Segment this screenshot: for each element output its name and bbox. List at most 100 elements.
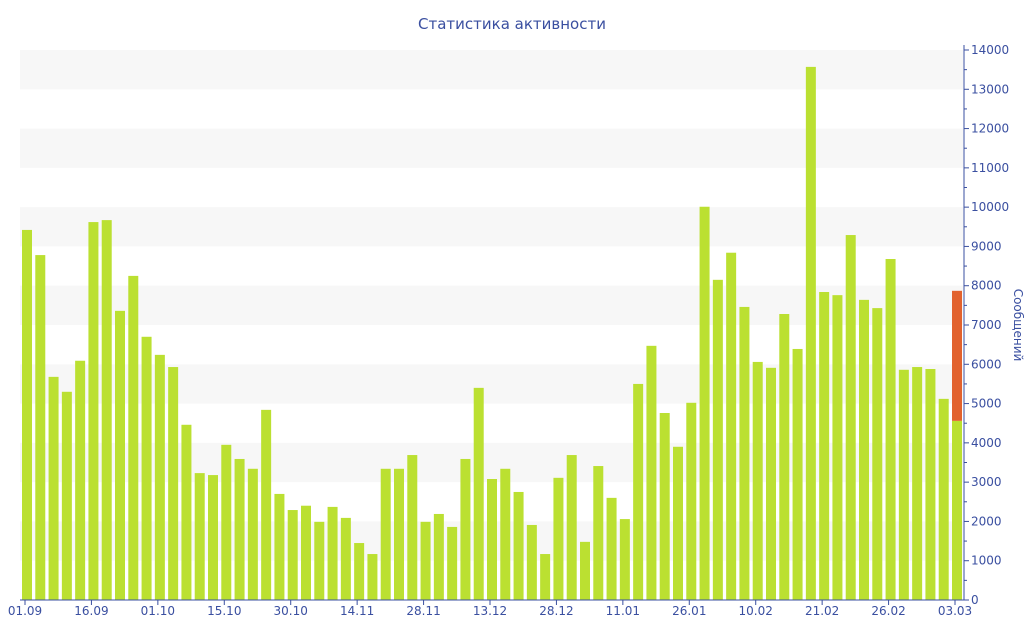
chart-title: Статистика активности xyxy=(418,15,606,33)
bar xyxy=(859,299,869,600)
x-tick-label: 28.12 xyxy=(539,604,573,618)
bar xyxy=(48,376,59,600)
bar xyxy=(606,497,617,600)
x-axis: 01.09 16.09 01.10 15.10 30.10 14.11 28.11 13.12… xyxy=(8,599,972,618)
bar xyxy=(580,541,590,600)
grid-band xyxy=(20,207,963,247)
bar xyxy=(380,468,391,600)
x-tick-label: 01.10 xyxy=(141,604,175,618)
bar xyxy=(845,235,856,601)
x-tick-label: 16.09 xyxy=(74,604,108,618)
bar xyxy=(221,444,232,600)
bar xyxy=(22,229,32,600)
bar xyxy=(912,367,923,600)
bar xyxy=(633,383,644,600)
x-tick-label: 21.02 xyxy=(805,604,839,618)
bars xyxy=(22,66,962,601)
y-tick-label: 13000 xyxy=(971,82,1009,96)
bar xyxy=(340,517,351,600)
bar xyxy=(819,292,830,600)
bar xyxy=(128,275,139,600)
bar xyxy=(686,402,697,600)
bar xyxy=(234,458,245,600)
y-tick-label: 8000 xyxy=(971,279,1002,293)
bar xyxy=(88,222,99,601)
bar xyxy=(261,409,272,600)
bar xyxy=(168,367,179,600)
bar xyxy=(327,506,338,600)
bar xyxy=(805,66,816,600)
bar xyxy=(141,336,152,600)
x-tick-label: 11.01 xyxy=(606,604,640,618)
grid-band xyxy=(20,128,963,168)
grid-band xyxy=(20,285,963,325)
bar xyxy=(247,468,258,600)
bar xyxy=(181,424,192,600)
bar xyxy=(407,455,418,600)
bar xyxy=(75,360,86,600)
y-tick-label: 1000 xyxy=(971,554,1002,568)
bar xyxy=(154,354,165,600)
x-tick-label: 14.11 xyxy=(340,604,374,618)
y-tick-label: 12000 xyxy=(971,122,1009,136)
y-tick-label: 0 xyxy=(971,593,979,607)
bar xyxy=(885,259,896,600)
bar xyxy=(673,446,683,600)
x-tick-label: 13.12 xyxy=(473,604,507,618)
y-tick-label: 14000 xyxy=(971,43,1009,57)
y-tick-label: 2000 xyxy=(971,514,1002,528)
x-tick-label: 01.09 xyxy=(8,604,42,618)
y-tick-label: 10000 xyxy=(971,200,1009,214)
bar xyxy=(194,473,205,600)
x-tick-label: 26.01 xyxy=(672,604,706,618)
bar xyxy=(832,295,843,600)
bar xyxy=(208,475,218,600)
bar xyxy=(420,521,431,600)
bar xyxy=(287,510,298,600)
bar xyxy=(952,420,962,600)
y-tick-label: 9000 xyxy=(971,239,1002,253)
x-tick-label: 03.03 xyxy=(938,604,972,618)
bar xyxy=(593,466,604,600)
x-tick-label: 28.11 xyxy=(406,604,440,618)
y-tick-label: 6000 xyxy=(971,357,1002,371)
y-tick-label: 5000 xyxy=(971,397,1002,411)
grid-band xyxy=(20,50,963,90)
bar xyxy=(115,310,125,600)
bar xyxy=(526,524,537,600)
bar xyxy=(394,468,404,600)
y-axis-label: Сообщений xyxy=(1011,289,1024,362)
y-tick-label: 11000 xyxy=(971,161,1009,175)
bar xyxy=(314,521,325,600)
bar xyxy=(699,206,710,600)
bar xyxy=(460,458,471,600)
x-tick-label: 30.10 xyxy=(274,604,308,618)
bar xyxy=(274,493,285,600)
bar xyxy=(35,255,46,601)
bar xyxy=(659,413,670,600)
x-tick-label: 26.02 xyxy=(871,604,905,618)
y-axis: 0 1000 2000 3000 4000 5000 6000 7000 8000 9000 100… xyxy=(963,43,1009,607)
bar xyxy=(779,314,790,600)
bar xyxy=(739,306,750,600)
y-tick-label: 7000 xyxy=(971,318,1002,332)
bar xyxy=(447,526,458,600)
bar xyxy=(938,398,949,600)
bar xyxy=(766,367,776,600)
bar xyxy=(473,387,484,600)
bar xyxy=(872,308,883,600)
bar xyxy=(61,391,72,600)
y-tick-label: 4000 xyxy=(971,436,1002,450)
bar xyxy=(646,345,657,600)
bar xyxy=(925,369,936,600)
bar xyxy=(500,468,511,600)
bar xyxy=(619,519,630,600)
bar xyxy=(566,455,577,600)
bar xyxy=(898,369,909,600)
bar xyxy=(301,505,311,600)
bar xyxy=(487,479,497,600)
bar xyxy=(752,361,763,600)
projection-bar xyxy=(952,290,962,421)
x-tick-label: 10.02 xyxy=(739,604,773,618)
